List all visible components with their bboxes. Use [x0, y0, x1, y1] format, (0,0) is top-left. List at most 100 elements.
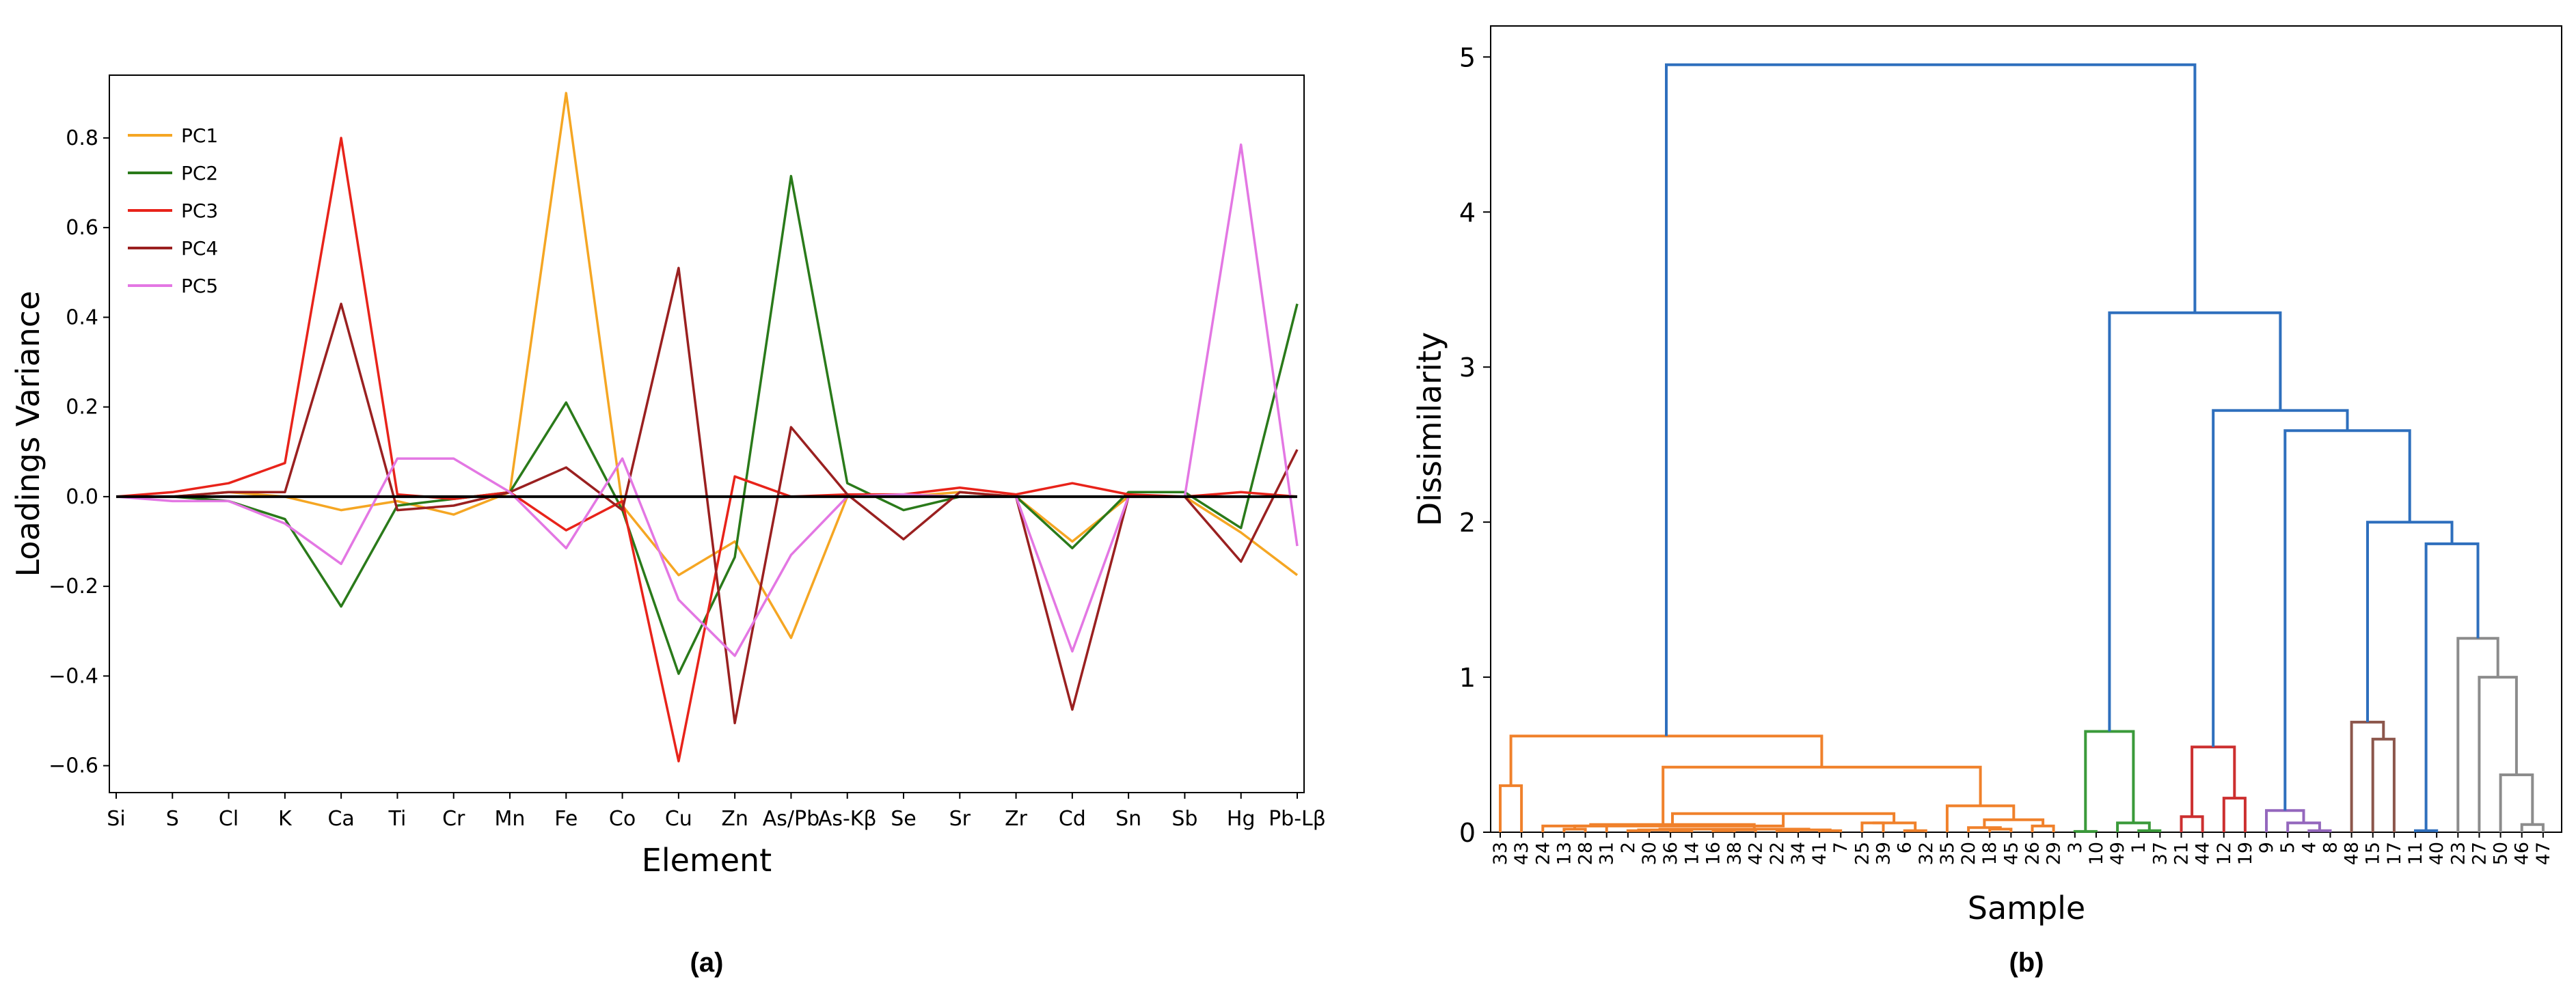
leaf-label: 34 [1788, 842, 1809, 865]
leaf-label: 13 [1554, 842, 1575, 865]
dendrogram-link [2371, 737, 2396, 832]
x-tick-label: Mn [495, 807, 526, 831]
y-tick-label: 1 [1459, 663, 1476, 693]
leaf-label: 12 [2214, 842, 2235, 865]
leaf-label: 10 [2086, 842, 2107, 865]
panel-a-y-ticks: −0.6 −0.4 −0.2 0.0 0.2 0.4 0.6 0.8 [49, 126, 109, 778]
panel-b-caption-label: (b) [2009, 948, 2044, 978]
leaf-label: 45 [2001, 842, 2022, 865]
leaf-label: 44 [2193, 842, 2214, 865]
leaf-label: 36 [1660, 842, 1681, 865]
x-tick-label: Si [107, 807, 125, 831]
x-tick-label: Cl [219, 807, 239, 831]
dendrogram-link [2414, 829, 2439, 832]
leaf-label: 17 [2384, 842, 2405, 865]
leaf-label: 39 [1873, 842, 1895, 865]
series-line-pc5 [116, 143, 1299, 657]
x-tick-label: As-Kβ [818, 807, 877, 831]
leaf-label: 3 [2065, 842, 2086, 853]
x-tick-label: Zn [721, 807, 748, 831]
x-tick-label: Sb [1171, 807, 1197, 831]
leaf-label: 5 [2277, 842, 2299, 853]
dendrogram-link [1509, 735, 1823, 786]
x-tick-label: Hg [1227, 807, 1256, 831]
y-tick-label: −0.4 [49, 664, 98, 688]
panel-b-y-axis-label: Dissimilarity [1411, 332, 1448, 526]
dendrogram-link [2180, 815, 2204, 832]
y-tick-label: 0.4 [66, 305, 98, 329]
leaf-label: 38 [1724, 842, 1746, 865]
leaf-label: 9 [2256, 842, 2277, 853]
leaf-label: 30 [1639, 842, 1660, 865]
leaf-label: 14 [1681, 842, 1703, 865]
dendrogram-link [1699, 827, 1811, 831]
leaf-label: 21 [2171, 842, 2192, 865]
leaf-label: 23 [2448, 842, 2469, 865]
leaf-label: 4 [2299, 842, 2320, 853]
y-tick-label: 4 [1459, 197, 1476, 228]
leaf-label: 26 [2022, 842, 2044, 865]
dendrogram-link [1662, 765, 1982, 826]
y-tick-label: 0 [1459, 818, 1476, 848]
dendrogram-link [2108, 311, 2282, 732]
leaf-label: 1 [2128, 842, 2150, 853]
leaf-label: 50 [2491, 842, 2512, 865]
series-line-pc3 [116, 137, 1298, 763]
leaf-label: 31 [1597, 842, 1618, 865]
leaf-label: 18 [1979, 842, 2001, 865]
leaf-label: 47 [2533, 842, 2554, 865]
dendrogram-link [2222, 797, 2247, 832]
leaf-label: 8 [2320, 842, 2341, 853]
x-tick-label: Cd [1059, 807, 1086, 831]
leaf-label: 37 [2150, 842, 2171, 865]
panel-a-legend: PC1 PC2 PC3 PC4 PC5 [128, 124, 218, 297]
y-tick-label: 0.8 [66, 126, 98, 150]
x-tick-label: Zr [1005, 807, 1028, 831]
leaf-label: 41 [1809, 842, 1830, 865]
leaf-label: 6 [1895, 842, 1916, 853]
leaf-label: 33 [1490, 842, 1511, 865]
dendrogram-link [2137, 829, 2162, 832]
legend-label-pc2: PC2 [181, 162, 218, 184]
series-line-pc1 [116, 92, 1299, 640]
dendrogram-link [1903, 829, 1927, 832]
panel-b-plot-frame [1490, 25, 2562, 833]
x-tick-label: Fe [554, 807, 578, 831]
x-tick-label: Se [891, 807, 917, 831]
dendrogram-link [2424, 542, 2480, 831]
leaf-label: 2 [1618, 842, 1639, 853]
series-line-pc2 [116, 174, 1299, 675]
panel-a-x-axis-label: Element [642, 842, 772, 879]
dendrogram-link [1872, 821, 1917, 831]
x-tick-label: K [278, 807, 293, 831]
y-tick-label: −0.2 [49, 575, 98, 599]
leaf-label: 32 [1916, 842, 1937, 865]
x-tick-label: Ca [327, 807, 354, 831]
x-tick-label: Sr [949, 807, 971, 831]
y-tick-label: 5 [1459, 42, 1476, 72]
leaf-label: 25 [1852, 842, 1873, 865]
panel-a-caption-label: (a) [690, 948, 724, 978]
leaf-label: 22 [1767, 842, 1788, 865]
leaf-label: 42 [1746, 842, 1767, 865]
dendrogram-link [1860, 821, 1885, 832]
dendrogram-link [2307, 829, 2332, 832]
leaf-label: 40 [2426, 842, 2448, 865]
x-tick-label: Sn [1115, 807, 1141, 831]
panel-b-leaf-labels: 33 43 24 13 28 31 2 30 36 14 16 38 42 22 34 41 7 25 39 6 32 3… [1490, 832, 2554, 865]
x-tick-label: S [166, 807, 179, 831]
dendrogram-link [2366, 521, 2454, 722]
leaf-label: 11 [2405, 842, 2426, 865]
leaf-label: 49 [2107, 842, 2128, 865]
leaf-label: 29 [2044, 842, 2065, 865]
leaf-label: 7 [1830, 842, 1852, 853]
dendrogram-link [2265, 809, 2305, 832]
panel-b-dendrogram-links [1499, 63, 2545, 833]
legend-label-pc4: PC4 [181, 237, 218, 260]
x-tick-label: Ti [388, 807, 407, 831]
panel-b-x-axis-label: Sample [1968, 890, 2085, 927]
panel-a-line-chart: −0.6 −0.4 −0.2 0.0 0.2 0.4 0.6 0.8 Si S Cl K Ca Ti Cr… [10, 74, 1326, 978]
panel-b-y-ticks: 0 1 2 3 4 5 [1459, 42, 1491, 848]
panel-a-y-axis-label: Loadings Variance [10, 291, 46, 577]
